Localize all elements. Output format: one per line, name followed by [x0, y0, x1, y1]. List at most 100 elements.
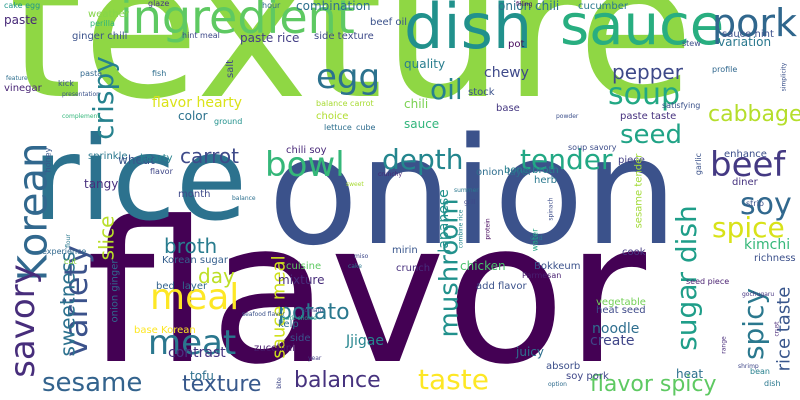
- word-spinach: spinach: [547, 197, 555, 221]
- word-cake-egg: cake egg: [4, 1, 41, 10]
- word-cake: cake: [348, 263, 362, 270]
- word-pepper: pepper: [612, 60, 683, 84]
- word-flavor-tiny: flavor: [150, 167, 173, 176]
- word-year: year: [308, 355, 322, 362]
- word-sesame-tender: sesame tender: [633, 153, 645, 229]
- word-range: range: [720, 336, 728, 354]
- word-bite: bite: [275, 377, 283, 389]
- word-heat-seed: heat seed: [596, 305, 646, 316]
- word-sesame: sesame: [42, 368, 143, 398]
- word-base-korean: base Korean: [134, 325, 196, 336]
- word-choice: choice: [316, 111, 349, 122]
- word-protein: protein: [484, 218, 492, 240]
- word-soy: soy: [740, 187, 792, 222]
- word-carrot: carrot: [180, 144, 239, 168]
- word-ground: ground: [214, 117, 243, 126]
- word-soup: soup: [608, 77, 681, 112]
- word-salt: salt: [225, 59, 237, 79]
- word-korean-sugar: Korean sugar: [162, 255, 229, 266]
- word-sweetness: sweetness: [55, 251, 80, 357]
- word-layer: layer: [182, 281, 208, 292]
- word-month: month: [178, 189, 211, 200]
- word-sauce-small: sauce: [404, 117, 440, 131]
- word-vinegar: vinegar: [4, 83, 42, 94]
- word-paste-rice: paste rice: [240, 31, 300, 45]
- word-zucchini: zucchini: [254, 343, 295, 354]
- word-kick: kick: [58, 79, 74, 88]
- word-spice: spice: [712, 211, 785, 244]
- word-side-texture: side texture: [314, 31, 374, 42]
- word-honey: honey: [43, 147, 53, 173]
- word-color: color: [178, 109, 208, 123]
- word-cold: cold: [530, 235, 543, 242]
- word-jjigae: Jjigae: [346, 333, 384, 349]
- word-side: side: [290, 333, 311, 344]
- word-onion-layer: onion layer: [476, 167, 532, 178]
- word-weather: weather: [88, 9, 129, 20]
- word-shrimp: shrimp: [738, 363, 759, 370]
- word-ingredient: ingredient: [120, 0, 355, 44]
- word-texture: texture: [8, 0, 695, 141]
- word-tender: tender: [520, 143, 613, 176]
- word-rice: rice: [32, 112, 248, 247]
- word-flavor: flavor: [86, 180, 647, 400]
- word-grill: grill: [464, 199, 476, 206]
- word-piece: piece: [618, 155, 645, 166]
- word-meal: meal: [150, 277, 240, 318]
- word-bean: bean: [750, 367, 770, 376]
- word-dish: dish: [404, 0, 533, 63]
- word-perilla: perilla: [90, 19, 115, 28]
- word-powder: powder: [556, 113, 579, 120]
- word-flavor-hearty: flavor hearty: [152, 95, 243, 111]
- word-cut: cut: [64, 257, 77, 266]
- word-cucumber: cucumber: [578, 1, 629, 12]
- word-texture-small: texture: [182, 372, 262, 397]
- word-sweet: sweet: [346, 181, 364, 188]
- word-onion: onion: [268, 106, 678, 278]
- word-seed: seed: [620, 120, 683, 150]
- word-tomato: tomato: [302, 307, 324, 314]
- word-crunchy: crunchy: [378, 171, 403, 178]
- word-feature: feature: [6, 75, 28, 82]
- word-japanese: Japanese: [435, 189, 452, 253]
- word-balance: balance: [294, 368, 381, 393]
- word-hint-meal: hint meal: [182, 31, 220, 40]
- word-simplicity: simplicity: [780, 62, 788, 92]
- word-wheat: wheat: [118, 153, 155, 167]
- word-herb: herb: [534, 175, 557, 186]
- word-kelp: kelp: [278, 319, 299, 330]
- word-sprinkle: sprinkle: [88, 151, 128, 162]
- word-heat: heat: [676, 367, 704, 381]
- word-base: base: [496, 103, 520, 114]
- word-presentation: presentation: [62, 91, 100, 98]
- word-parmesan: Parmesan: [522, 271, 562, 280]
- word-chicken: chicken: [460, 259, 506, 273]
- word-beef-oil: beef oil: [370, 17, 408, 28]
- word-chili-soy: chili soy: [286, 145, 327, 156]
- word-soup-savory: soup savory: [568, 143, 617, 152]
- word-fish: fish: [152, 69, 167, 78]
- word-crunch: crunch: [396, 263, 431, 274]
- word-stew: stew: [682, 39, 701, 48]
- word-sauce: sauce: [560, 0, 725, 58]
- word-contrast: contrast: [168, 345, 226, 361]
- word-kimchi: kimchi: [744, 237, 791, 253]
- word-pot: pot: [508, 39, 525, 50]
- word-spicy: spicy: [737, 287, 771, 361]
- word-savory: savory: [2, 264, 43, 378]
- word-crust: crust: [773, 321, 781, 337]
- word-tofu: tofu: [190, 369, 214, 383]
- word-bone-broth: bone broth: [504, 165, 559, 176]
- word-paste-taste: paste taste: [620, 111, 677, 122]
- word-chili: chili: [404, 97, 429, 111]
- word-beef: beef: [710, 145, 786, 185]
- word-bed: bed: [156, 281, 175, 292]
- word-seed-piece: seed piece: [686, 277, 730, 286]
- word-diner: diner: [732, 177, 758, 188]
- word-bokkeum: Bokkeum: [534, 261, 581, 272]
- word-onion-ginger: onion ginger: [109, 259, 121, 323]
- word-miso: miso: [354, 253, 369, 260]
- word-lettuce: lettuce: [324, 123, 352, 132]
- word-flour: flour: [64, 234, 72, 248]
